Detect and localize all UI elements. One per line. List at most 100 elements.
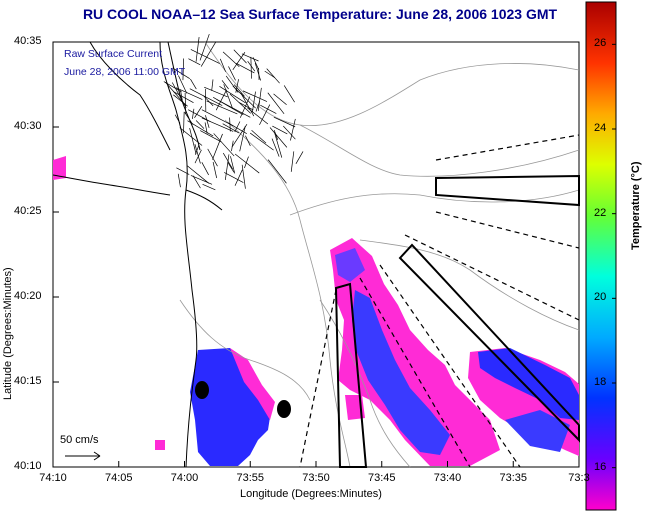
current-vector xyxy=(242,90,268,102)
current-vector xyxy=(190,78,197,90)
dashed-rays xyxy=(299,134,580,468)
current-vector xyxy=(271,138,280,157)
current-vector xyxy=(194,144,201,164)
current-vector xyxy=(249,132,274,151)
current-vector xyxy=(215,89,227,111)
current-vector xyxy=(176,167,190,175)
current-vector xyxy=(184,112,194,125)
current-vector xyxy=(260,104,277,114)
current-vector xyxy=(205,115,210,128)
current-vector xyxy=(219,58,226,72)
sst-patch-nw xyxy=(53,156,66,180)
x-tick-label: 73:45 xyxy=(367,472,396,484)
current-vector xyxy=(234,153,260,174)
current-vector xyxy=(272,125,288,135)
current-vector xyxy=(228,66,236,81)
current-vector xyxy=(221,80,229,90)
current-vector xyxy=(213,96,244,116)
scale-label: 50 cm/s xyxy=(60,434,99,446)
station-dot-east xyxy=(277,400,291,418)
current-vector xyxy=(255,100,261,112)
current-vector xyxy=(231,123,248,148)
current-vector xyxy=(190,49,220,64)
colorbar-tick-label: 22 xyxy=(594,206,607,219)
current-vector xyxy=(240,92,255,117)
current-vector xyxy=(188,109,211,122)
y-axis-label: Latitude (Degrees:Minutes) xyxy=(2,267,14,400)
current-vector xyxy=(239,96,251,118)
colorbar-title: Temperature (°C) xyxy=(630,161,642,250)
current-vector xyxy=(201,109,234,127)
current-vector xyxy=(174,114,181,124)
box-diagonal xyxy=(398,243,580,443)
y-tick-label: 40:30 xyxy=(14,120,42,132)
map-title: RU COOL NOAA–12 Sea Surface Temperature:… xyxy=(82,6,558,22)
current-vector xyxy=(266,68,280,84)
current-vector xyxy=(229,117,231,132)
sst-patch-east-blue2 xyxy=(505,410,570,452)
current-vector xyxy=(230,156,236,174)
x-tick-label: 74:00 xyxy=(170,472,199,484)
current-vector xyxy=(283,125,296,140)
current-vector xyxy=(274,132,283,158)
sst-patch-center-blue2 xyxy=(335,248,365,282)
current-vector xyxy=(233,49,247,64)
box-north xyxy=(435,174,580,207)
y-tick-label: 40:25 xyxy=(14,205,42,217)
sst-patch-east-blue xyxy=(478,348,579,420)
current-vector xyxy=(290,118,296,141)
current-vector xyxy=(231,140,234,152)
current-vector xyxy=(223,84,234,110)
current-vector xyxy=(171,82,187,109)
current-vector xyxy=(199,33,210,61)
current-vector xyxy=(213,133,235,157)
current-vector xyxy=(227,122,247,135)
colorbar-tick-label: 20 xyxy=(594,291,607,304)
current-vector xyxy=(269,127,288,148)
current-vector xyxy=(245,135,251,147)
current-vector xyxy=(186,165,210,184)
current-vector xyxy=(222,123,240,134)
current-vector xyxy=(201,162,209,176)
y-ticks xyxy=(53,41,59,468)
x-tick-label: 74:10 xyxy=(39,472,67,484)
current-vector xyxy=(189,127,197,155)
current-vector xyxy=(212,161,217,179)
scale-arrow xyxy=(65,451,101,461)
current-vector xyxy=(224,172,244,183)
current-vector xyxy=(235,79,239,93)
current-vector xyxy=(241,164,246,189)
colorbar-ticks xyxy=(612,43,616,469)
current-vector xyxy=(188,58,201,66)
current-label: Raw Surface Current xyxy=(64,48,163,60)
current-vector xyxy=(233,84,245,97)
current-vector xyxy=(173,91,194,103)
sst-patch-center xyxy=(330,238,500,466)
colorbar-tick-label: 26 xyxy=(594,37,607,50)
current-vector xyxy=(244,156,249,169)
current-vector xyxy=(267,92,285,115)
current-vector xyxy=(192,108,195,120)
current-vector xyxy=(290,151,295,172)
current-vector xyxy=(207,148,218,167)
current-vector xyxy=(175,87,203,100)
current-vector xyxy=(194,105,203,118)
current-vector xyxy=(238,102,254,111)
current-vector xyxy=(267,159,287,184)
current-vector xyxy=(212,133,223,160)
current-vector xyxy=(224,154,230,180)
current-vector xyxy=(184,92,187,114)
colorbar xyxy=(585,1,617,511)
current-vector xyxy=(192,175,201,189)
current-time-label: June 28, 2006 11:00 GMT xyxy=(64,66,186,78)
x-ticks xyxy=(52,461,580,467)
current-vectors xyxy=(163,33,304,191)
current-vector xyxy=(257,87,262,111)
current-vector xyxy=(172,67,190,79)
current-vector xyxy=(195,120,205,129)
box-vertical xyxy=(334,282,368,468)
current-vector xyxy=(211,79,214,91)
current-vector xyxy=(202,184,216,191)
station-dot-west xyxy=(195,381,209,399)
